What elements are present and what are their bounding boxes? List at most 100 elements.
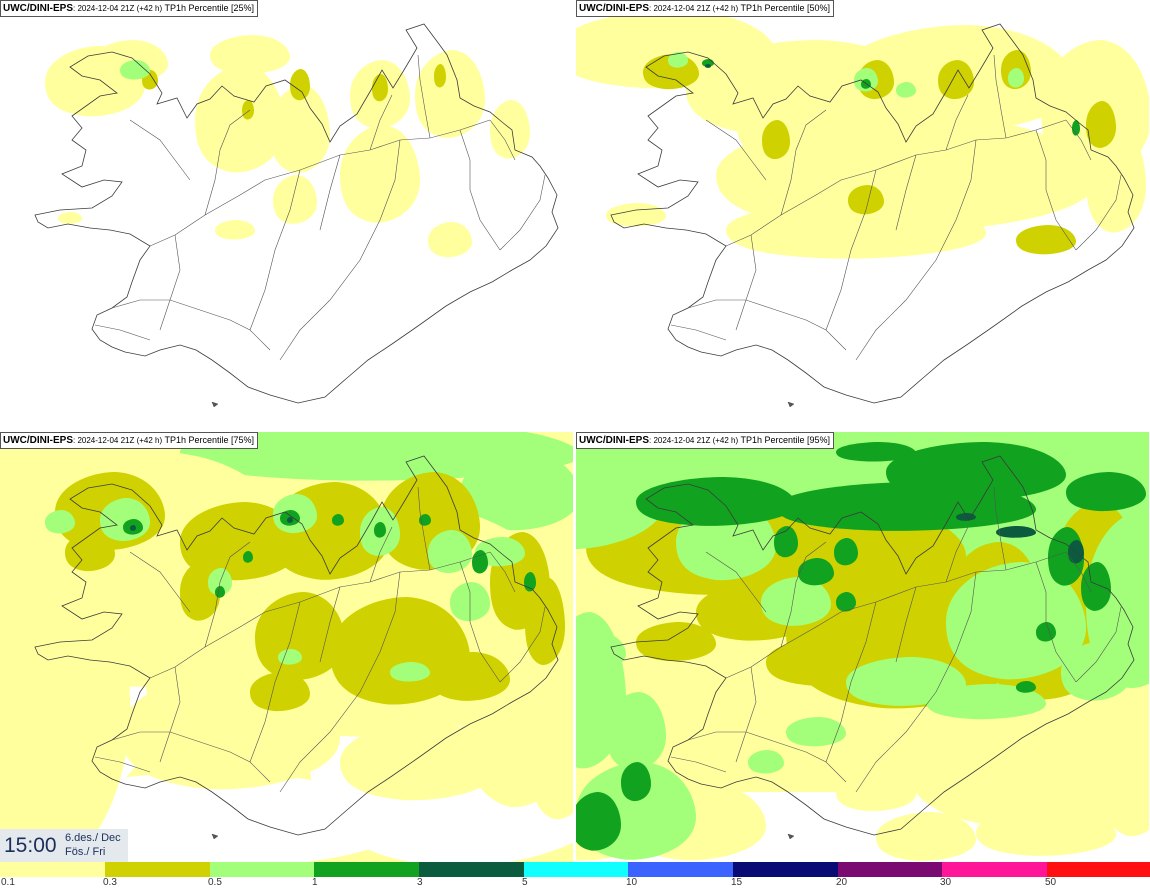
precip-yellow-area (876, 812, 976, 861)
precip-yellow-area (415, 50, 485, 138)
map-panel-p95: UWC/DINI-EPS: 2024-12-04 21Z (+42 h) TP1… (576, 432, 1149, 862)
road-line (1075, 174, 1122, 251)
precip-green-area (636, 477, 796, 526)
colorbar-segment (0, 862, 105, 877)
road-line (249, 169, 301, 331)
colorbar-segment (733, 862, 838, 877)
precip-green-area (798, 558, 834, 586)
colorbar-tick-label: 10 (626, 877, 638, 888)
colorbar-tick-label: 3 (417, 877, 423, 888)
road-line (855, 571, 977, 793)
colorbar-tick-label: 0.5 (208, 877, 222, 888)
road-line (459, 129, 501, 251)
road-line (499, 174, 546, 251)
precip-lightgreen-area (946, 562, 1086, 680)
road-line (780, 541, 827, 648)
precip-green-area (886, 442, 1066, 501)
vestmannaeyjar-island (211, 401, 219, 408)
vestmannaeyjar-island (787, 833, 795, 840)
road-line (149, 551, 491, 679)
precip-olive-area (762, 120, 790, 160)
precip-lightgreen-area (278, 649, 302, 665)
road-line (459, 561, 501, 683)
forecast-run: : 2024-12-04 21Z (+42 h) (649, 436, 739, 445)
road-line (780, 109, 827, 216)
colorbar-segment (210, 862, 314, 877)
precipitation-layer (576, 10, 1149, 259)
precip-lightgreen-area (120, 60, 150, 80)
map-panel-p25: UWC/DINI-EPS: 2024-12-04 21Z (+42 h) TP1… (0, 0, 573, 430)
road-line (670, 756, 727, 773)
precip-lightgreen-area (576, 632, 626, 672)
colorbar-tick-label: 50 (1045, 877, 1057, 888)
road-line (1065, 551, 1092, 593)
precip-green-area (374, 522, 386, 538)
road-line (725, 119, 1067, 247)
forecast-run: : 2024-12-04 21Z (+42 h) (649, 4, 739, 13)
precip-green-area (1066, 472, 1146, 512)
colorbar-tick-label: 5 (522, 877, 528, 888)
percentile-label: TP1h Percentile [95%] (738, 435, 831, 445)
precip-green-area (836, 442, 916, 462)
road-line (279, 139, 401, 361)
precip-lightgreen-area (896, 82, 916, 98)
road-layer (670, 486, 1122, 793)
road-line (993, 486, 1007, 571)
precip-olive-area (65, 532, 115, 572)
road-line (1035, 129, 1077, 251)
colorbar-segment (942, 862, 1047, 877)
precip-yellow-area (726, 200, 986, 259)
precip-olive-area (1016, 225, 1076, 255)
road-line (319, 154, 341, 231)
map-canvas (576, 432, 1149, 862)
road-line (204, 541, 251, 648)
road-line (94, 324, 151, 341)
colorbar-segment (838, 862, 942, 877)
valid-time: 15:00 (4, 834, 57, 857)
road-line (1065, 119, 1092, 161)
colorbar-segment (524, 862, 628, 877)
panel-title: UWC/DINI-EPS: 2024-12-04 21Z (+42 h) TP1… (0, 0, 259, 17)
precip-olive-area (180, 502, 300, 581)
road-layer (94, 54, 546, 361)
colorbar-segment (628, 862, 733, 877)
road-line (945, 94, 969, 151)
precip-lightgreen-area (786, 717, 846, 747)
precip-green-area (1072, 120, 1080, 136)
precip-olive-area (250, 672, 310, 712)
road-line (369, 526, 393, 583)
road-line (417, 54, 431, 139)
road-line (1075, 606, 1122, 683)
precip-lightgreen-area (926, 684, 1046, 720)
precip-yellow-area (736, 80, 816, 159)
precip-darkgreen-area (1068, 540, 1084, 564)
precip-green-area (834, 538, 858, 566)
precip-darkgreen-area (996, 526, 1036, 538)
precipitation-layer (576, 432, 1149, 862)
road-line (319, 586, 341, 663)
map-canvas (0, 432, 573, 862)
road-line (204, 109, 251, 216)
road-line (1035, 561, 1077, 683)
vestmannaeyjar-island (211, 833, 219, 840)
road-line (735, 234, 757, 331)
precip-yellow-area (215, 220, 255, 240)
road-line (825, 169, 877, 331)
precip-olive-area (525, 577, 565, 665)
precip-green-area (332, 514, 344, 526)
road-line (993, 54, 1007, 139)
valid-time-box: 15:00 6.des./ Dec Fös./ Fri (0, 829, 128, 862)
map-canvas (576, 10, 1149, 408)
precip-darkgreen-area (705, 64, 711, 68)
precip-yellow-area (340, 722, 500, 801)
coastline-layer (610, 455, 1135, 836)
colorbar-tick-label: 15 (731, 877, 743, 888)
precip-green-area (576, 792, 621, 851)
percentile-label: TP1h Percentile [25%] (162, 3, 255, 13)
coastline-layer (34, 23, 559, 404)
precip-yellow-area (490, 100, 530, 159)
road-line (149, 119, 491, 247)
precip-olive-area (1086, 101, 1116, 148)
precip-yellow-area (195, 65, 285, 173)
precip-lightgreen-area (668, 52, 688, 68)
